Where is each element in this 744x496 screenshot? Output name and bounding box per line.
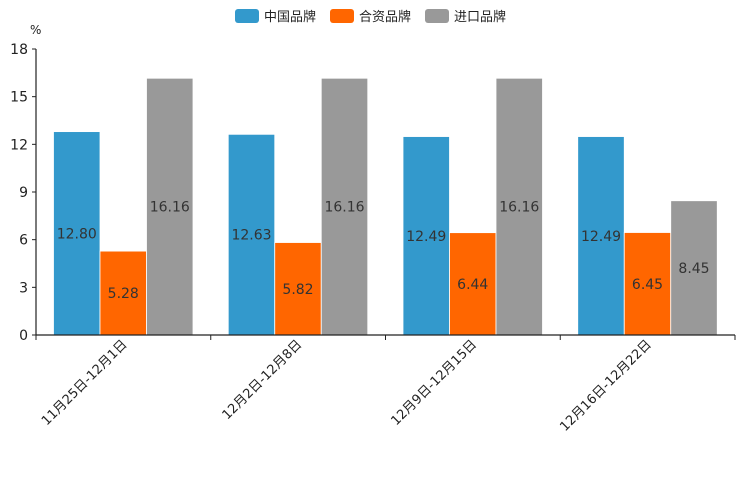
legend-swatch — [330, 9, 354, 23]
data-label: 16.16 — [150, 200, 190, 216]
bar — [146, 77, 194, 336]
y-tick-label: 9 — [19, 185, 28, 201]
data-label: 12.49 — [406, 229, 446, 245]
bar — [402, 136, 450, 336]
x-category-label: 12月2日-12月8日 — [220, 337, 306, 423]
y-axis: 0 3 6 9 12 15 18 — [10, 42, 37, 344]
data-label: 16.16 — [499, 200, 539, 216]
y-tick-label: 0 — [19, 328, 28, 344]
legend-swatch — [235, 9, 259, 23]
data-label: 8.45 — [678, 261, 709, 277]
y-tick-label: 18 — [10, 42, 28, 58]
bar — [227, 133, 276, 336]
data-label: 6.45 — [632, 277, 663, 293]
y-tick-label: 15 — [10, 90, 28, 106]
bars — [53, 77, 718, 336]
legend-label: 进口品牌 — [454, 9, 506, 25]
y-axis-unit-label: % — [30, 23, 41, 37]
x-axis: 11月25日-12月1日 12月2日-12月8日 12月9日-12月15日 12月16… — [35, 334, 736, 435]
data-label: 6.44 — [457, 277, 488, 293]
y-tick-label: 6 — [19, 233, 28, 249]
legend-label: 中国品牌 — [264, 9, 316, 25]
bar — [320, 77, 369, 336]
bar — [670, 200, 718, 336]
legend-item: 进口品牌 — [425, 9, 506, 25]
y-tick-label: 3 — [19, 280, 28, 296]
legend: 中国品牌 合资品牌 进口品牌 — [235, 9, 506, 25]
bar — [623, 232, 672, 336]
x-category-label: 11月25日-12月1日 — [39, 337, 131, 429]
data-labels: 12.80 5.28 16.16 12.63 5.82 16.16 12.49 6.44 16.… — [57, 200, 710, 302]
data-label: 5.28 — [108, 286, 139, 302]
data-label: 12.63 — [231, 228, 271, 244]
data-label: 12.49 — [581, 229, 621, 245]
x-category-label: 12月9日-12月15日 — [388, 337, 480, 429]
legend-label: 合资品牌 — [359, 9, 411, 25]
data-label: 5.82 — [282, 282, 313, 298]
bar — [449, 232, 497, 336]
legend-item: 中国品牌 — [235, 9, 316, 25]
data-label: 12.80 — [57, 226, 97, 242]
legend-swatch — [425, 9, 449, 23]
legend-item: 合资品牌 — [330, 9, 411, 25]
data-label: 16.16 — [324, 200, 364, 216]
bar — [99, 250, 147, 336]
bar — [53, 131, 101, 336]
y-tick-label: 12 — [10, 137, 28, 153]
x-category-label: 12月16日-12月22日 — [557, 337, 654, 434]
